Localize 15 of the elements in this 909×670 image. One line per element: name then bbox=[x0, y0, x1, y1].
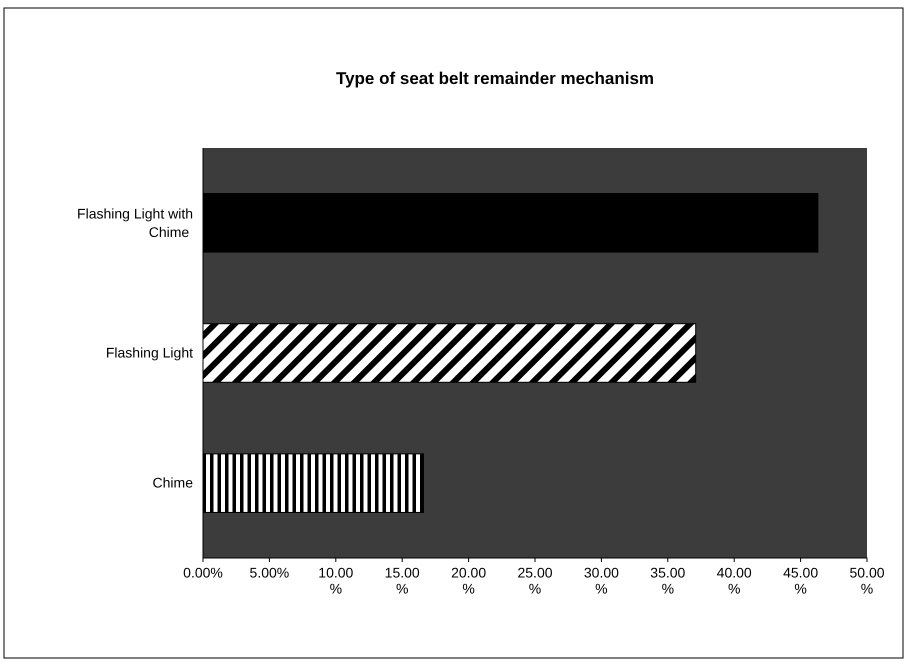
x-tick-label: 45.00% bbox=[783, 564, 818, 597]
y-tick-label: Chime bbox=[152, 474, 194, 491]
x-tick-label: 30.00% bbox=[584, 564, 620, 597]
x-tick-label: 0.00% bbox=[183, 564, 223, 581]
x-tick-label: 40.00% bbox=[716, 564, 752, 597]
y-tick-label: Flashing Light bbox=[106, 344, 194, 360]
x-tick-label: 10.00% bbox=[318, 564, 354, 597]
x-tick-label: 50.00% bbox=[849, 564, 885, 597]
y-tick-label: Flashing Light with Chime bbox=[77, 206, 193, 240]
x-tick-label: 5.00% bbox=[250, 564, 290, 581]
x-tick-label: 20.00% bbox=[451, 564, 486, 597]
x-tick-label: 15.00% bbox=[384, 564, 420, 597]
x-tick-label: 35.00% bbox=[650, 564, 686, 597]
x-tick-label: 25.00% bbox=[517, 564, 553, 597]
chart-title: Type of seat belt remainder mechanism bbox=[336, 69, 654, 88]
